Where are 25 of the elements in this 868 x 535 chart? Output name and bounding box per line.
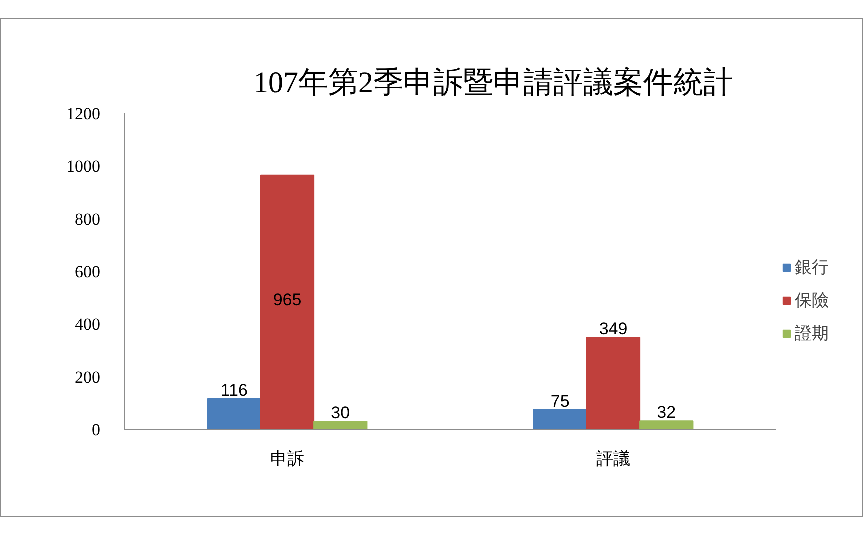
x-tick-label: 評議: [596, 450, 630, 468]
bar: [207, 398, 262, 430]
x-tick-label: 申訴: [270, 450, 304, 468]
bar: [260, 174, 315, 430]
y-tick-label: 400: [75, 315, 100, 334]
data-label: 75: [550, 392, 570, 411]
data-label: 349: [599, 320, 628, 339]
legend-label: 保險: [795, 290, 829, 312]
data-label: 116: [220, 380, 248, 400]
bar: [586, 337, 641, 430]
legend-label: 證期: [795, 323, 829, 345]
y-tick-label: 800: [75, 210, 100, 229]
y-tick-label: 1000: [66, 157, 100, 176]
data-label: 32: [657, 403, 676, 422]
y-tick-label: 1200: [66, 104, 100, 124]
bar: [314, 421, 368, 430]
legend-label: 銀行: [795, 257, 829, 279]
bar: [640, 420, 694, 430]
data-label: 30: [331, 404, 350, 423]
y-tick-label: 0: [92, 420, 100, 440]
chart-title: 107年第2季申訴暨申請評議案件統計: [254, 66, 734, 100]
data-label: 965: [273, 290, 302, 310]
y-tick-label: 600: [75, 262, 100, 282]
y-tick-label: 200: [75, 368, 100, 387]
bar: [533, 409, 588, 430]
